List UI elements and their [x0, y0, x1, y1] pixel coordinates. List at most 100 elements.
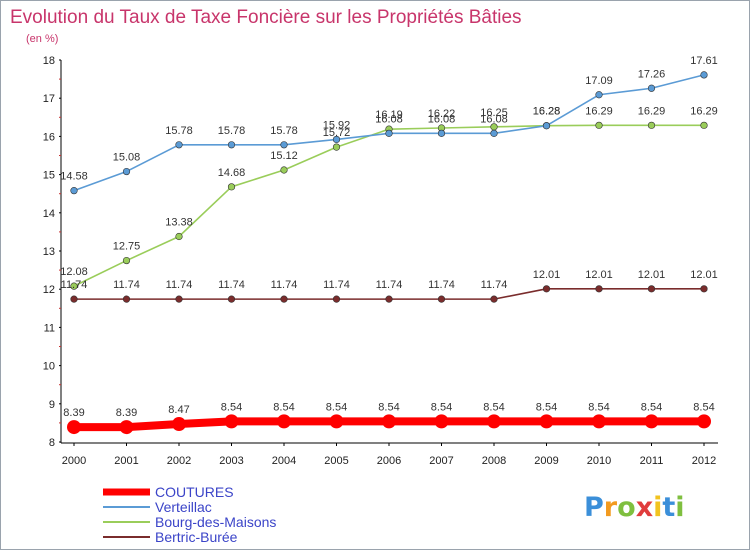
data-point [382, 414, 396, 429]
data-point [70, 187, 78, 195]
y-axis-ticks: 8 9 10 11 12 13 14 15 16 17 18 [43, 55, 61, 449]
x-tick-label: 2011 [640, 455, 664, 467]
data-label: 15.78 [218, 125, 246, 137]
y-tick-label: 12 [43, 284, 55, 296]
data-point [119, 420, 134, 435]
data-label: 8.54 [588, 401, 609, 413]
data-label: 12.01 [690, 269, 718, 281]
x-tick-label: 2005 [324, 455, 348, 467]
data-point [697, 414, 711, 429]
data-label-layer: 8.39 8.39 8.47 8.54 8.54 8.54 8.54 8.54 8.54 8.54… [60, 55, 718, 419]
logo-letter: P [584, 492, 604, 523]
data-label: 15.92 [323, 119, 351, 131]
logo-letter: i [675, 492, 684, 523]
y-tick-label: 14 [43, 208, 55, 220]
data-point [490, 129, 498, 137]
data-label: 8.39 [116, 407, 137, 419]
x-tick-label: 2004 [272, 455, 296, 467]
data-point [595, 91, 603, 99]
data-label: 16.08 [480, 113, 508, 125]
x-axis-ticks: 2000 2001 2002 2003 2004 2005 2006 2007 2008 2009… [62, 443, 716, 467]
logo-letter: i [653, 492, 662, 523]
data-label: 14.58 [60, 171, 88, 183]
data-label: 16.19 [375, 109, 403, 121]
data-point [70, 282, 78, 290]
data-point [487, 414, 501, 429]
data-point [122, 167, 131, 176]
data-label: 8.47 [168, 404, 189, 416]
x-tick-label: 2000 [62, 455, 86, 467]
data-point [700, 285, 708, 293]
data-point [67, 420, 81, 435]
data-point [280, 166, 288, 174]
data-label: 16.29 [690, 105, 718, 117]
data-point [542, 122, 551, 130]
data-point [332, 143, 341, 151]
data-label: 11.74 [481, 279, 508, 291]
y-tick-label: 13 [43, 246, 55, 258]
data-point [592, 414, 606, 429]
data-label: 15.78 [165, 125, 193, 137]
data-point [122, 256, 131, 265]
data-point [280, 141, 288, 149]
data-label: 8.54 [641, 401, 662, 413]
data-label: 11.74 [113, 279, 140, 291]
data-label: 16.28 [533, 106, 561, 118]
legend-label: Bourg-des-Maisons [155, 514, 276, 530]
x-tick-label: 2003 [219, 455, 243, 467]
data-label: 12.01 [585, 269, 613, 281]
data-label: 12.08 [60, 266, 88, 278]
data-label: 16.08 [428, 113, 456, 125]
data-point [70, 295, 78, 303]
logo-letter: x [636, 492, 653, 523]
y-tick-label: 16 [43, 131, 55, 143]
logo-letter: t [662, 492, 675, 523]
data-point [542, 285, 551, 293]
data-point [277, 414, 291, 429]
data-label: 12.01 [533, 269, 561, 281]
data-label: 8.54 [693, 401, 714, 413]
data-label: 8.54 [221, 401, 242, 413]
data-point [175, 232, 183, 241]
legend-label: Verteillac [155, 499, 212, 515]
data-point [227, 183, 236, 191]
data-label: 11.74 [323, 279, 350, 291]
x-tick-label: 2001 [114, 455, 138, 467]
logo-letter: o [617, 492, 636, 523]
data-label: 8.54 [431, 401, 452, 413]
data-label: 11.74 [218, 279, 245, 291]
data-point [647, 84, 656, 92]
y-tick-label: 17 [43, 93, 55, 105]
data-point [329, 414, 344, 429]
data-label: 12.75 [113, 241, 141, 253]
chart-subtitle: (en %) [26, 33, 58, 45]
proxiti-logo: Proxiti [584, 492, 685, 523]
data-label: 16.28 [533, 106, 561, 118]
data-point [700, 121, 708, 129]
data-label: 8.39 [63, 407, 84, 419]
y-tick-label: 10 [43, 361, 55, 373]
y-tick-label: 11 [44, 322, 55, 334]
data-label: 13.38 [165, 216, 193, 228]
data-point [227, 141, 236, 149]
logo-letter: r [604, 492, 618, 523]
data-point [539, 414, 554, 429]
data-point [224, 414, 239, 429]
data-point [644, 414, 659, 429]
data-label: 17.26 [638, 68, 666, 80]
series-coutures [67, 414, 711, 435]
data-point [175, 295, 183, 303]
data-label: 8.54 [483, 401, 504, 413]
data-point [332, 135, 341, 144]
y-tick-label: 18 [43, 55, 55, 67]
data-label: 16.22 [428, 108, 456, 120]
y-tick-label: 9 [49, 399, 55, 411]
series-verteillac [70, 71, 708, 195]
data-label: 15.78 [270, 125, 298, 137]
data-point [385, 295, 393, 303]
data-point [595, 121, 603, 129]
data-label: 15.12 [270, 150, 298, 162]
data-point [647, 121, 656, 129]
data-point [490, 295, 498, 303]
